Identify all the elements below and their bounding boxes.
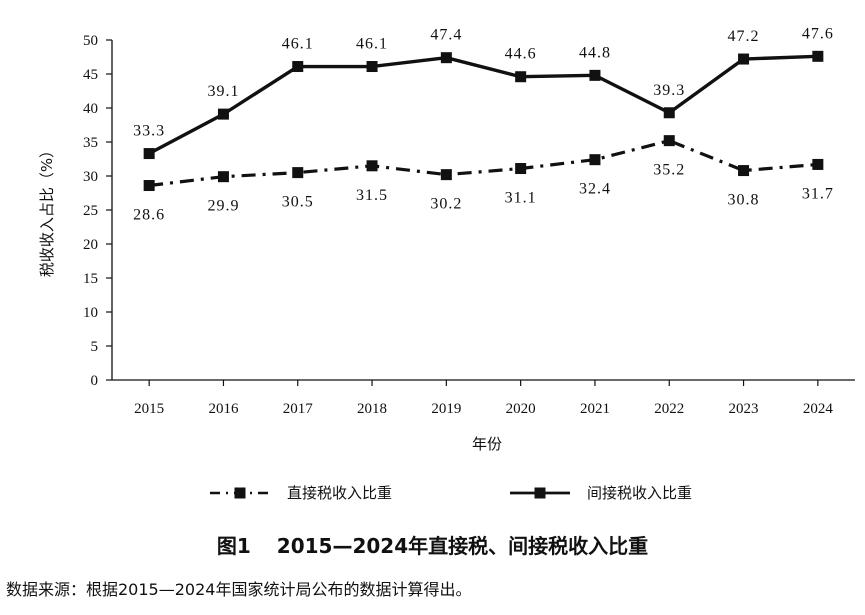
data-label: 46.1 (282, 36, 314, 53)
series-direct-tax (143, 135, 824, 192)
y-tick-label: 50 (83, 33, 98, 49)
legend-label: 间接税收入比重 (587, 484, 692, 502)
x-tick-label: 2016 (208, 401, 239, 417)
data-point-marker (143, 180, 155, 192)
y-tick-label: 40 (83, 101, 98, 117)
data-point-marker (217, 108, 229, 120)
y-tick-label: 35 (83, 135, 98, 151)
data-label: 30.5 (282, 194, 314, 211)
x-tick-label: 2017 (283, 401, 314, 417)
data-point-marker (440, 52, 452, 64)
data-label: 31.1 (505, 190, 537, 207)
data-point-marker (143, 148, 155, 160)
data-label: 35.2 (653, 162, 685, 179)
data-point-marker (663, 135, 675, 147)
data-label: 28.6 (133, 207, 165, 224)
data-point-marker (812, 50, 824, 62)
y-tick-label: 20 (83, 237, 98, 253)
data-labels: 28.6 29.9 30.5 31.5 30.2 31.1 32.4 35.2 30.8 31.7… (133, 25, 834, 224)
data-point-marker (292, 61, 304, 73)
data-point-marker (663, 107, 675, 119)
y-tick-label: 5 (91, 339, 99, 355)
data-label: 32.4 (579, 181, 611, 198)
data-label: 39.1 (207, 83, 239, 100)
y-tick-label: 10 (83, 305, 98, 321)
data-point-marker (589, 69, 601, 81)
legend-marker-swatch (534, 487, 546, 499)
data-label: 47.4 (430, 27, 462, 44)
y-axis-ticks: 0 5 10 15 20 25 30 35 40 45 50 (83, 33, 112, 389)
data-label: 33.3 (133, 123, 165, 140)
data-point-marker (738, 53, 750, 65)
x-tick-label: 2015 (134, 401, 164, 417)
y-axis-title: 税收收入占比（%） (38, 143, 56, 277)
y-tick-label: 45 (83, 67, 98, 83)
data-label: 29.9 (207, 198, 239, 215)
figure-title: 2015—2024年直接税、间接税收入比重 (276, 534, 649, 558)
x-tick-label: 2022 (654, 401, 684, 417)
x-axis-title: 年份 (472, 435, 502, 453)
legend-item-direct-tax: 直接税收入比重 (210, 484, 392, 502)
data-point-marker (589, 154, 601, 166)
data-label: 39.3 (653, 82, 685, 99)
data-label: 47.6 (802, 25, 834, 42)
data-point-marker (292, 167, 304, 179)
legend: 直接税收入比重 间接税收入比重 (210, 484, 692, 502)
legend-label: 直接税收入比重 (287, 484, 392, 502)
legend-marker-swatch (234, 487, 246, 499)
x-tick-label: 2018 (357, 401, 387, 417)
data-label: 44.6 (505, 46, 537, 63)
y-tick-label: 15 (83, 271, 98, 287)
data-point-marker (440, 169, 452, 181)
data-point-marker (515, 163, 527, 175)
y-tick-label: 0 (91, 373, 99, 389)
data-point-marker (515, 71, 527, 83)
data-point-marker (738, 165, 750, 177)
source-note: 数据来源：根据2015—2024年国家统计局公布的数据计算得出。 (6, 580, 472, 599)
data-label: 31.7 (802, 185, 834, 202)
x-axis-ticks: 2015 2016 2017 2018 2019 2020 2021 2022 2023 2024 (134, 380, 833, 417)
data-label: 47.2 (728, 28, 760, 45)
data-point-marker (812, 158, 824, 170)
data-label: 44.8 (579, 44, 611, 61)
x-tick-label: 2020 (506, 401, 536, 417)
y-tick-label: 25 (83, 203, 98, 219)
data-point-marker (217, 171, 229, 183)
x-tick-label: 2021 (580, 401, 610, 417)
figure-number: 图1 (216, 534, 251, 558)
figure-caption: 图1 2015—2024年直接税、间接税收入比重 (0, 530, 865, 559)
data-label: 30.2 (430, 196, 462, 213)
series-line (148, 54, 818, 156)
series-line (148, 139, 818, 188)
x-tick-label: 2023 (729, 401, 759, 417)
data-point-marker (366, 160, 378, 172)
series-layer (143, 50, 824, 192)
data-label: 46.1 (356, 36, 388, 53)
data-point-marker (366, 61, 378, 73)
series-indirect-tax (143, 50, 824, 160)
x-tick-label: 2019 (431, 401, 461, 417)
y-tick-label: 30 (83, 169, 98, 185)
data-label: 31.5 (356, 187, 388, 204)
legend-item-indirect-tax: 间接税收入比重 (510, 484, 692, 502)
data-label: 30.8 (728, 192, 760, 209)
x-tick-label: 2024 (803, 401, 834, 417)
